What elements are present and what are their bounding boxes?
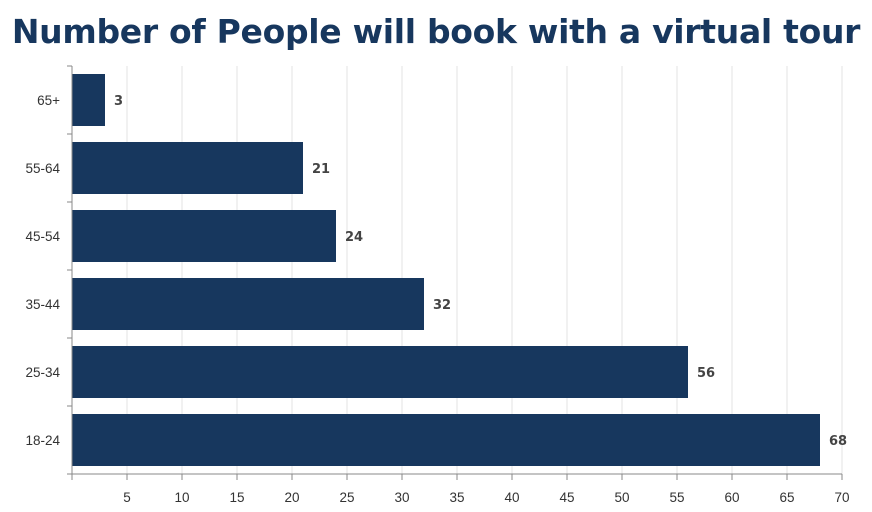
data-label: 68 — [829, 434, 847, 449]
data-label: 21 — [312, 162, 330, 177]
bar — [72, 74, 105, 126]
x-tick-labels: 5 10 15 20 25 30 35 40 45 50 55 60 65 70 — [123, 490, 849, 505]
x-tick-label: 60 — [724, 490, 739, 505]
chart-title: Number of People will book with a virtua… — [11, 12, 861, 51]
x-tick-label: 45 — [559, 490, 574, 505]
x-tick-label: 65 — [779, 490, 794, 505]
x-tick-label: 15 — [229, 490, 244, 505]
data-label: 24 — [345, 230, 363, 245]
y-tick-labels: 65+ 55-64 45-54 35-44 25-34 18-24 — [25, 93, 60, 448]
y-tick-label: 35-44 — [25, 297, 60, 312]
x-tick-label: 35 — [449, 490, 464, 505]
x-tick-label: 55 — [669, 490, 684, 505]
data-labels: 3 21 24 32 56 68 — [114, 94, 847, 449]
y-tick-label: 18-24 — [25, 433, 60, 448]
bar — [72, 210, 336, 262]
x-tick-label: 10 — [174, 490, 189, 505]
axes — [67, 65, 843, 480]
bars — [72, 74, 820, 466]
grid-lines — [126, 66, 843, 474]
x-tick-label: 40 — [504, 490, 519, 505]
y-tick-label: 55-64 — [25, 161, 60, 176]
bar — [72, 346, 688, 398]
y-tick-label: 25-34 — [25, 365, 60, 380]
x-tick-label: 25 — [339, 490, 354, 505]
data-label: 3 — [114, 94, 123, 109]
x-tick-label: 70 — [834, 490, 849, 505]
y-tick-label: 65+ — [37, 93, 60, 108]
data-label: 32 — [433, 298, 451, 313]
x-tick-label: 30 — [394, 490, 409, 505]
x-tick-label: 50 — [614, 490, 629, 505]
y-tick-label: 45-54 — [25, 229, 60, 244]
bar — [72, 142, 303, 194]
x-tick-label: 5 — [123, 490, 131, 505]
x-tick-label: 20 — [284, 490, 299, 505]
bar — [72, 278, 424, 330]
bar — [72, 414, 820, 466]
data-label: 56 — [697, 366, 715, 381]
